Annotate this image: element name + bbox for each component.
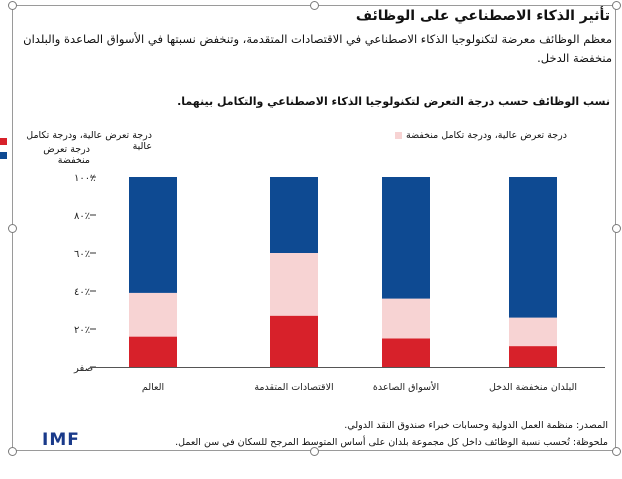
legend-swatch-high-high: [0, 137, 7, 145]
resize-handle-top-left[interactable]: [8, 1, 17, 10]
resize-handle-bottom-center[interactable]: [310, 447, 319, 456]
bar-segment-1-1: [129, 336, 177, 367]
bar-segment-2-1: [129, 292, 177, 337]
resize-handle-top-right[interactable]: [612, 1, 621, 10]
bar-segment-1-3: [382, 338, 430, 367]
y-tick-label: ٪٢٠: [74, 325, 90, 336]
imf-logo: IMF: [42, 430, 80, 450]
legend-swatch-high-low: [395, 132, 402, 139]
x-tick-label: البلدان منخفضة الدخل: [489, 382, 577, 393]
resize-handle-bottom-left[interactable]: [8, 447, 17, 456]
y-tick-label: ٪١٠٠: [74, 173, 96, 184]
bar-segment-3-1: [129, 177, 177, 293]
x-tick-label: الأسواق الصاعدة: [373, 381, 439, 393]
y-tick-label: صفر: [73, 363, 93, 374]
legend-item-high-high: درجة تعرض عالية، ودرجة تكامل عالية: [0, 130, 152, 152]
y-tick-label: ٪٨٠: [74, 211, 90, 222]
resize-handle-top-center[interactable]: [310, 1, 319, 10]
legend-item-low: درجة تعرض منخفضة: [0, 144, 90, 166]
x-tick-label: العالم: [142, 382, 164, 393]
legend-label-high-high: درجة تعرض عالية، ودرجة تكامل عالية: [26, 130, 152, 152]
intro-text: معظم الوظائف معرضة لتكنولوجيا الذكاء الا…: [23, 32, 612, 65]
page-title: تأثير الذكاء الاصطناعي على الوظائف: [355, 8, 610, 24]
resize-handle-bottom-right[interactable]: [612, 447, 621, 456]
resize-handle-middle-left[interactable]: [8, 224, 17, 233]
y-axis: صفر ٪٢٠ ٪٤٠ ٪٦٠ ٪٨٠ ٪١٠٠: [73, 173, 605, 374]
bar-segment-2-4: [509, 317, 557, 347]
bar-segment-1-2: [270, 315, 318, 367]
legend-label-high-low: درجة تعرض عالية، ودرجة تكامل منخفضة: [406, 130, 567, 141]
legend-label-low: درجة تعرض منخفضة: [43, 144, 90, 166]
bar-segment-3-3: [382, 177, 430, 299]
y-tick-label: ٪٤٠: [74, 287, 90, 298]
y-tick-label: ٪٦٠: [74, 249, 90, 260]
x-axis-labels: العالم الاقتصادات المتقدمة الأسواق الصاعدة…: [142, 381, 577, 393]
legend-swatch-low: [0, 151, 7, 159]
note-text: ملحوظة: تُحسب نسبة الوظائف داخل كل مجموع…: [175, 437, 608, 448]
bar-segment-2-3: [382, 298, 430, 339]
bar-segment-3-4: [509, 177, 557, 318]
bar-segment-2-2: [270, 253, 318, 316]
legend-item-high-low: درجة تعرض عالية، ودرجة تكامل منخفضة: [395, 130, 567, 141]
bar-segment-1-4: [509, 346, 557, 367]
source-text: المصدر: منظمة العمل الدولية وحسابات خبرا…: [344, 420, 608, 431]
resize-handle-middle-right[interactable]: [612, 224, 621, 233]
bars: [129, 177, 557, 367]
bar-segment-3-2: [270, 177, 318, 253]
x-tick-label: الاقتصادات المتقدمة: [254, 382, 333, 393]
chart-title: نسب الوظائف حسب درجة التعرض لتكنولوجيا ا…: [177, 95, 610, 108]
